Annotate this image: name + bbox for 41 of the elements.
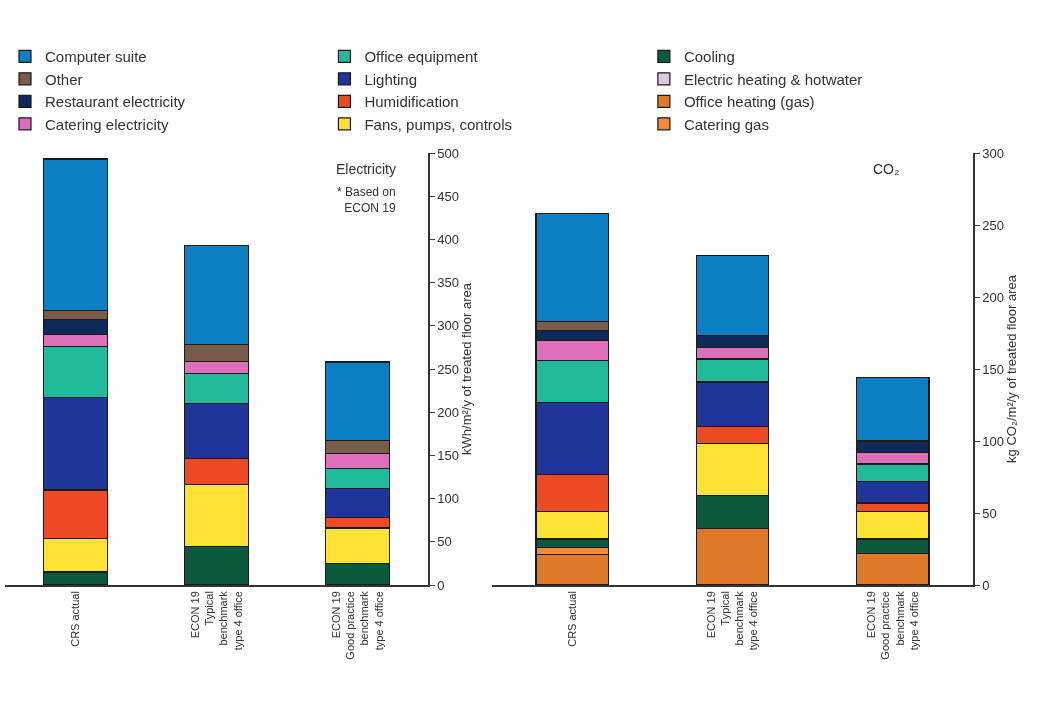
y-axis-title: kg CO₂/m²/y of treated floor area [1004,274,1020,463]
y-tick-label: 500 [437,145,460,161]
legend-label: Office equipment [364,48,479,66]
y-tick-label: 350 [437,275,460,291]
x-tick-label: ECON 19 Typical benchmark type 4 office [704,590,760,651]
legend-label: Lighting [364,70,417,88]
x-tick-label: CRS actual [69,591,82,647]
legend-label: Humidification [364,93,459,111]
annotation: CO₂ [873,161,900,177]
y-tick-label: 0 [982,577,990,593]
legend-label: Other [45,70,83,88]
legend-label: Catering electricity [45,115,169,133]
y-tick-label: 300 [437,318,460,334]
y-tick-label: 250 [982,217,1005,233]
annotation: Electricity [336,161,396,177]
y-tick-label: 200 [982,289,1005,305]
y-tick-label: 0 [437,577,445,593]
y-tick-label: 450 [437,188,460,204]
x-tick-label: CRS actual [565,591,578,647]
x-tick-label: ECON 19 Good practice benchmark type 4 office [864,590,920,660]
y-tick-label: 100 [437,491,460,507]
y-tick-label: 150 [982,361,1005,377]
y-tick-label: 50 [982,505,997,521]
legend-label: Restaurant electricity [45,93,186,111]
legend-label: Fans, pumps, controls [364,115,512,133]
legend-label: Cooling [683,48,735,66]
x-tick-label: ECON 19 Good practice benchmark type 4 office [329,590,385,660]
y-axis-title: kWh/m²/y of treated floor area [459,282,475,455]
y-tick-label: 200 [437,404,460,420]
legend-label: Office heating (gas) [683,93,815,111]
y-tick-label: 150 [437,447,460,463]
y-tick-label: 300 [982,145,1005,161]
y-tick-label: 100 [982,433,1005,449]
x-tick-label: ECON 19 Typical benchmark type 4 office [188,590,244,651]
annotation: * Based on ECON 19 [337,185,397,215]
y-tick-label: 250 [437,361,460,377]
legend-label: Computer suite [45,48,147,66]
legend-label: Catering gas [683,115,769,133]
y-tick-label: 50 [437,534,452,550]
legend-label: Electric heating & hotwater [683,70,863,88]
y-tick-label: 400 [437,231,460,247]
